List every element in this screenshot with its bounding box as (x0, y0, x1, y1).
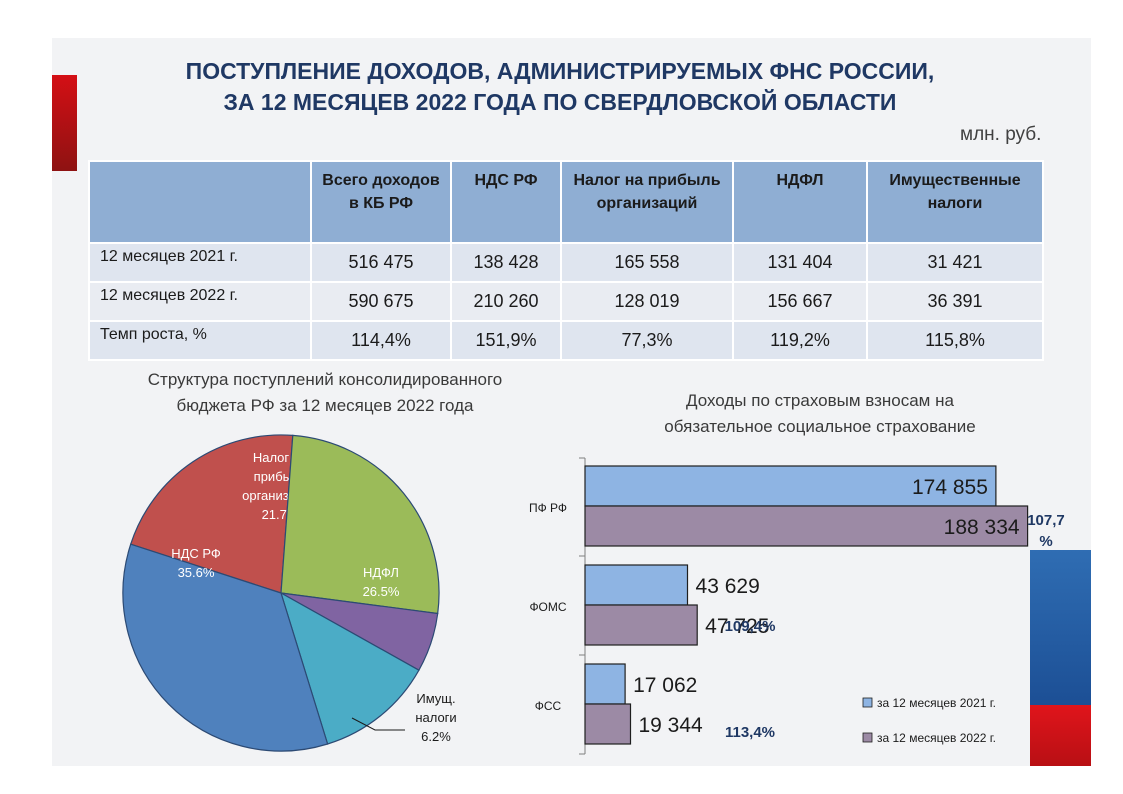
title-line-1: ПОСТУПЛЕНИЕ ДОХОДОВ, АДМИНИСТРИРУЕМЫХ ФН… (185, 58, 935, 84)
table-row: Темп роста, % 114,4% 151,9% 77,3% 119,2%… (88, 320, 1044, 361)
table-row-label: 12 месяцев 2021 г. (88, 242, 312, 283)
pie-title-line-2: бюджета РФ за 12 месяцев 2022 года (176, 396, 474, 415)
table-cell: 165 558 (560, 242, 734, 283)
table-cell: 131 404 (732, 242, 868, 283)
table-cell: 151,9% (450, 320, 562, 361)
table-cell: 128 019 (560, 281, 734, 322)
flag-decoration (1030, 550, 1091, 766)
pie-chart-title: Структура поступлений консолидированного… (100, 367, 550, 419)
table-cell: 31 421 (866, 242, 1044, 283)
bar-category-label: ФОМС (529, 600, 566, 614)
bar-category-label: ФСС (535, 699, 562, 713)
table-cell: 138 428 (450, 242, 562, 283)
table-row: 12 месяцев 2022 г. 590 675 210 260 128 0… (88, 281, 1044, 322)
unit-label: млн. руб. (960, 124, 1042, 145)
title-line-2: ЗА 12 МЕСЯЦЕВ 2022 ГОДА ПО СВЕРДЛОВСКОЙ … (223, 89, 897, 115)
pie-value-label: 26.5% (363, 584, 400, 599)
growth-label-suffix: % (1039, 533, 1052, 550)
pie-title-line-1: Структура поступлений консолидированного (147, 370, 503, 389)
table-row-label: Темп роста, % (88, 320, 312, 361)
bar-category-label: ПФ РФ (529, 501, 567, 515)
bar-value-label: 174 855 (912, 476, 988, 499)
bar (584, 663, 626, 705)
pie-value-label: 35.6% (178, 565, 215, 580)
page-title: ПОСТУПЛЕНИЕ ДОХОДОВ, АДМИНИСТРИРУЕМЫХ ФН… (150, 56, 970, 118)
bar-value-label: 19 344 (638, 714, 703, 737)
bar (584, 564, 689, 606)
growth-label: 107,7 (1027, 512, 1065, 529)
growth-label: 109,4% (725, 618, 776, 635)
pie-slice-label: НДС РФ (171, 546, 221, 561)
table-cell: 516 475 (310, 242, 452, 283)
bar (584, 465, 997, 507)
table-cell: 77,3% (560, 320, 734, 361)
bar (584, 703, 632, 745)
pie-value-label: 6.2% (421, 729, 451, 744)
bar-value-label: 17 062 (633, 674, 697, 697)
pie-slice (279, 591, 420, 745)
table-header-cell: НДФЛ (732, 160, 868, 244)
table-header-cell (88, 160, 312, 244)
table-cell: 114,4% (310, 320, 452, 361)
legend-swatch (862, 732, 873, 743)
pie-slice-label: НДФЛ (363, 565, 399, 580)
bar (584, 505, 1029, 547)
table-cell: 156 667 (732, 281, 868, 322)
bar-value-label: 188 334 (944, 516, 1020, 539)
legend-swatch (862, 697, 873, 708)
table-header-cell: Всего доходов в КБ РФ (310, 160, 452, 244)
pie-leader-line (351, 717, 405, 731)
growth-label: 113,4% (725, 724, 775, 741)
pie-slice (129, 434, 294, 594)
table-header-row: Всего доходов в КБ РФ НДС РФ Налог на пр… (88, 160, 1044, 244)
table-cell: 119,2% (732, 320, 868, 361)
table-row: 12 месяцев 2021 г. 516 475 138 428 165 5… (88, 242, 1044, 283)
table-header-cell: Налог на прибыль организаций (560, 160, 734, 244)
pie-slice (280, 434, 440, 615)
bar-value-label: 47 725 (705, 615, 769, 638)
bar-chart-title: Доходы по страховым взносам на обязатель… (610, 388, 1030, 440)
red-accent-bar (52, 75, 77, 171)
table-cell: 210 260 (450, 281, 562, 322)
legend-label: за 12 месяцев 2021 г. (877, 696, 996, 710)
table-cell: 36 391 (866, 281, 1044, 322)
bar-title-line-2: обязательное социальное страхование (664, 417, 976, 436)
bar-value-label: 43 629 (696, 575, 760, 598)
revenue-table: Всего доходов в КБ РФ НДС РФ Налог на пр… (88, 160, 1044, 361)
table-row-label: 12 месяцев 2022 г. (88, 281, 312, 322)
bar-title-line-1: Доходы по страховым взносам на (686, 391, 954, 410)
table-header-cell: Имущественные налоги (866, 160, 1044, 244)
bar (584, 604, 698, 646)
table-header-cell: НДС РФ (450, 160, 562, 244)
legend-label: за 12 месяцев 2022 г. (877, 731, 996, 745)
pie-slice-label: Имущ. (416, 691, 455, 706)
pie-slice (122, 543, 329, 752)
table-cell: 115,8% (866, 320, 1044, 361)
table-cell: 590 675 (310, 281, 452, 322)
pie-slice-label: налоги (415, 710, 456, 725)
